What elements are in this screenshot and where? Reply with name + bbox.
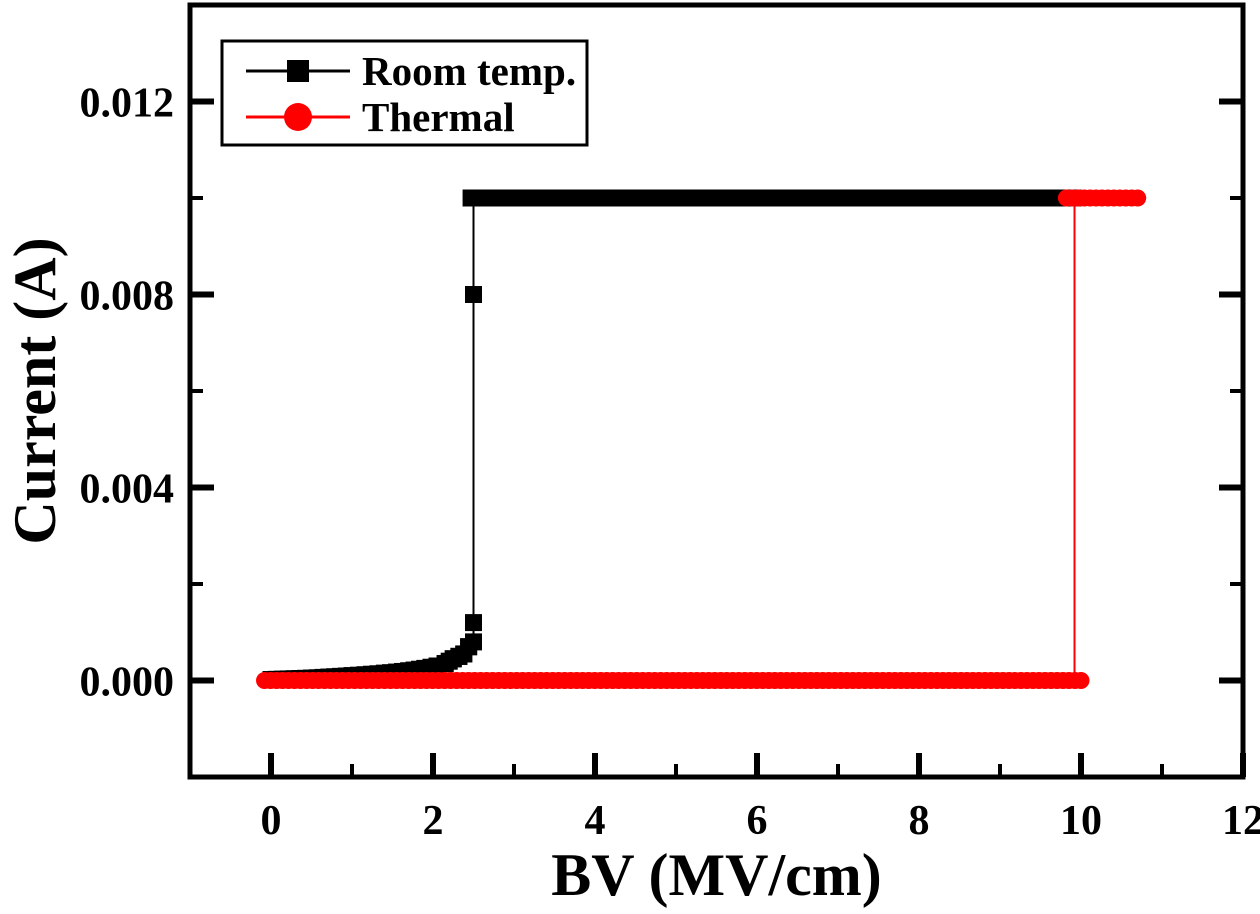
legend-label: Room temp. <box>362 48 576 94</box>
data-marker <box>465 633 482 651</box>
x-tick-label: 6 <box>747 798 768 844</box>
data-point-marker <box>465 286 482 303</box>
y-tick-label: 0.008 <box>80 274 175 320</box>
legend-label: Thermal <box>362 94 515 140</box>
series-circle-1 <box>256 189 1147 689</box>
data-point-marker <box>465 614 482 632</box>
legend-circle-marker <box>284 103 312 131</box>
y-tick-label: 0.000 <box>80 660 175 706</box>
x-tick-label: 12 <box>1222 798 1260 844</box>
x-axis-title: BV (MV/cm) <box>551 842 881 908</box>
y-tick-label: 0.004 <box>80 467 175 513</box>
data-marker <box>1072 672 1090 689</box>
x-tick-label: 2 <box>423 798 444 844</box>
legend-box <box>220 39 589 147</box>
y-axis-title: Current (A) <box>2 237 68 544</box>
x-tick-label: 10 <box>1060 798 1102 844</box>
y-axis: 0.000 0.004 0.008 0.012 <box>80 81 1243 706</box>
legend: Room temp.Thermal <box>220 39 589 147</box>
x-tick-label: 0 <box>261 798 282 844</box>
series-square-0 <box>262 189 1082 689</box>
y-tick-label: 0.012 <box>80 81 175 127</box>
data-marker <box>1129 189 1147 207</box>
x-axis: 0 2 4 6 8 10 12 <box>261 753 1260 844</box>
x-tick-label: 8 <box>909 798 930 844</box>
x-tick-label: 4 <box>585 798 606 844</box>
legend-square-marker <box>287 60 309 82</box>
